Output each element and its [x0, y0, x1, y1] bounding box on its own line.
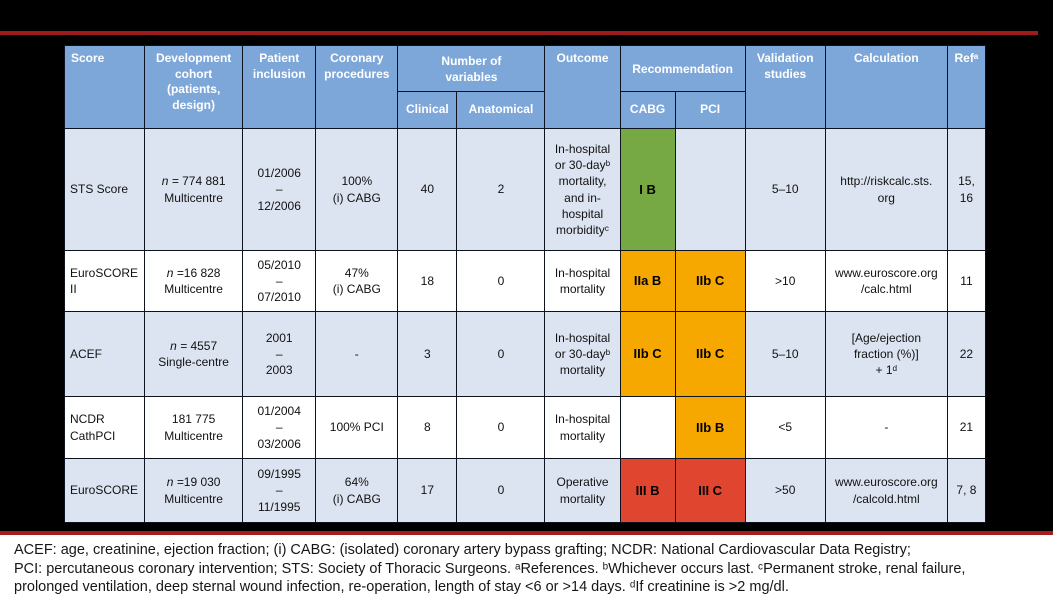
header-row-2: Clinical Anatomical CABG PCI — [65, 91, 986, 129]
cell-cohort: n = 774 881 Multicentre — [144, 128, 244, 251]
cell-clinical: 17 — [397, 458, 458, 523]
header-recommendation: Recommendation — [619, 45, 746, 92]
cell-inclusion: 01/2004 – 03/2006 — [242, 396, 317, 459]
cell-anatomical: 2 — [456, 128, 546, 251]
cell-rec-pci: IIb C — [674, 311, 746, 397]
cell-calculation: [Age/ejection fraction (%)] + 1ᵈ — [824, 311, 948, 397]
cell-anatomical: 0 — [456, 396, 546, 459]
cohort-n: n = — [166, 265, 184, 280]
cell-calculation: www.euroscore.org /calcold.html — [824, 458, 948, 523]
table-row-ncdr: NCDR CathPCI 181 775 Multicentre 01/2004 … — [63, 396, 987, 459]
cell-validation: 5–10 — [744, 128, 826, 251]
cell-outcome: In-hospital mortality — [544, 250, 621, 312]
cell-inclusion: 01/2006 – 12/2006 — [242, 128, 317, 251]
header-patient-inclusion: Patient inclusion — [242, 45, 317, 129]
cell-procedures: 100% PCI — [315, 396, 399, 459]
cell-clinical: 3 — [397, 311, 458, 397]
cell-rec-cabg — [619, 396, 676, 459]
header-cabg: CABG — [619, 91, 676, 129]
cell-rec-cabg: I B — [619, 128, 676, 251]
cell-rec-cabg: III B — [619, 458, 676, 523]
cell-ref: 21 — [946, 396, 987, 459]
cohort-design: Multicentre — [164, 190, 223, 205]
cell-calculation: http://riskcalc.sts. org — [824, 128, 948, 251]
cell-validation: >50 — [744, 458, 826, 523]
top-red-rule — [0, 31, 1038, 35]
cell-rec-pci — [674, 128, 746, 251]
cell-ref: 11 — [946, 250, 987, 312]
cell-rec-pci: IIb B — [674, 396, 746, 459]
cell-ref: 7, 8 — [946, 458, 987, 523]
cell-inclusion: 09/1995 – 11/1995 — [242, 458, 317, 523]
cell-validation: 5–10 — [744, 311, 826, 397]
cell-procedures: 64% (i) CABG — [315, 458, 399, 523]
table-row-euroscore: EuroSCORE n =19 030 Multicentre 09/1995 –… — [63, 458, 987, 523]
header-pci: PCI — [674, 91, 746, 129]
cell-score: NCDR CathPCI — [63, 396, 146, 459]
cell-cohort: n =16 828 Multicentre — [144, 250, 244, 312]
cell-inclusion: 05/2010 – 07/2010 — [242, 250, 317, 312]
cell-calculation: www.euroscore.org /calc.html — [824, 250, 948, 312]
cell-outcome: In-hospital or 30-dayᵇ mortality — [544, 311, 621, 397]
cell-clinical: 18 — [397, 250, 458, 312]
cell-validation: >10 — [744, 250, 826, 312]
cell-validation: <5 — [744, 396, 826, 459]
cohort-design: Single-centre — [158, 355, 229, 369]
cell-cohort: 181 775 Multicentre — [144, 396, 244, 459]
cell-ref: 15, 16 — [946, 128, 987, 251]
cell-rec-pci: III C — [674, 458, 746, 523]
cell-rec-cabg: IIa B — [619, 250, 676, 312]
cell-outcome: In-hospital mortality — [544, 396, 621, 459]
cell-procedures: - — [315, 311, 399, 397]
cohort-n: n = — [161, 174, 183, 189]
cell-inclusion: 2001 – 2003 — [242, 311, 317, 397]
cohort-design: Multicentre — [164, 491, 223, 506]
footnote-band: ACEF: age, creatinine, ejection fraction… — [0, 531, 1053, 597]
cell-rec-pci: IIb C — [674, 250, 746, 312]
header-validation-studies: Validation studies — [744, 45, 826, 129]
table-row-sts: STS Score n = 774 881 Multicentre 01/2006… — [63, 128, 987, 251]
header-outcome: Outcome — [544, 45, 621, 129]
cell-calculation: - — [824, 396, 948, 459]
cell-ref: 22 — [946, 311, 987, 397]
cell-anatomical: 0 — [456, 250, 546, 312]
table-row-euroscore2: EuroSCORE II n =16 828 Multicentre 05/201… — [63, 250, 987, 312]
cell-anatomical: 0 — [456, 458, 546, 523]
cell-procedures: 47% (i) CABG — [315, 250, 399, 312]
table-row-acef: ACEF n = 4557 Single-centre 2001 – 2003 -… — [63, 311, 987, 397]
cohort-design: Multicentre — [164, 428, 223, 443]
risk-scores-table: Score Development cohort (patients, desi… — [63, 45, 987, 523]
header-score: Score — [63, 45, 146, 129]
cell-score: EuroSCORE — [63, 458, 146, 523]
cell-score: STS Score — [63, 128, 146, 251]
cell-clinical: 40 — [397, 128, 458, 251]
cell-outcome: In-hospital or 30-dayᵇ mortality, and in… — [544, 128, 621, 251]
cell-score: EuroSCORE II — [63, 250, 146, 312]
cohort-design: Multicentre — [164, 282, 223, 296]
cell-cohort: n =19 030 Multicentre — [144, 458, 244, 523]
header-calculation: Calculation — [824, 45, 948, 129]
cell-outcome: Operative mortality — [544, 458, 621, 523]
header-development-cohort: Development cohort (patients, design) — [144, 45, 244, 129]
header-number-of-variables: Number of variables — [397, 45, 546, 92]
header-clinical: Clinical — [397, 91, 458, 129]
cohort-n: n = — [170, 338, 191, 353]
cell-anatomical: 0 — [456, 311, 546, 397]
cell-rec-cabg: IIb C — [619, 311, 676, 397]
cell-clinical: 8 — [397, 396, 458, 459]
cohort-n: n = — [166, 475, 184, 490]
cell-cohort: n = 4557 Single-centre — [144, 311, 244, 397]
header-coronary-procedures: Coronary procedures — [315, 45, 399, 129]
cell-procedures: 100% (i) CABG — [315, 128, 399, 251]
footnote-text: ACEF: age, creatinine, ejection fraction… — [14, 542, 966, 596]
cell-score: ACEF — [63, 311, 146, 397]
header-ref: Refᵃ — [946, 45, 987, 129]
header-anatomical: Anatomical — [456, 91, 546, 129]
header-row-1: Score Development cohort (patients, desi… — [63, 45, 987, 129]
